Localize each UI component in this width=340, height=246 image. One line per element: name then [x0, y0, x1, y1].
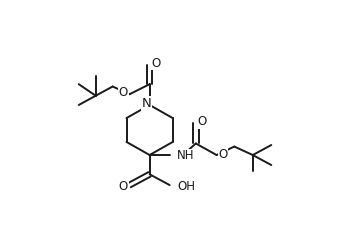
Text: O: O	[119, 180, 128, 193]
Text: O: O	[197, 115, 207, 128]
Text: N: N	[142, 97, 151, 110]
Text: O: O	[119, 86, 128, 99]
Text: O: O	[218, 148, 227, 161]
Text: O: O	[151, 57, 160, 70]
Text: NH: NH	[176, 149, 194, 162]
Text: OH: OH	[177, 180, 195, 193]
